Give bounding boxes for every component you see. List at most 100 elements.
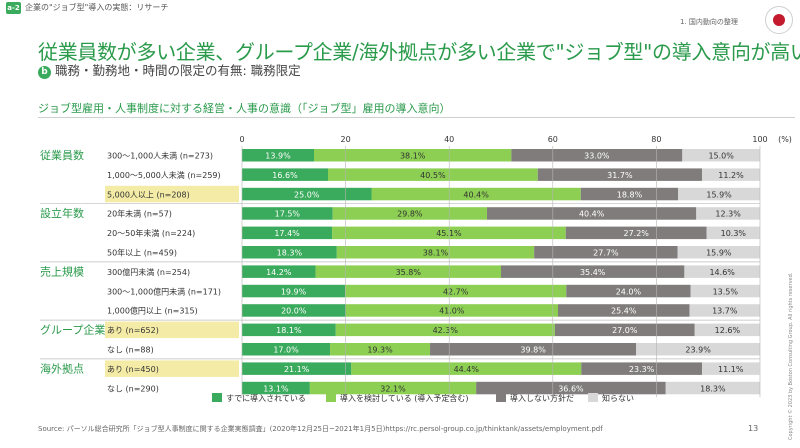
- row-label: 20年未満 (n=57): [107, 209, 172, 219]
- bar-segment: [242, 381, 310, 395]
- bar-segment: [566, 284, 691, 298]
- bar-segment: [345, 304, 558, 317]
- bar-segment: [706, 226, 760, 240]
- bar-segment: [501, 265, 685, 278]
- bar-segment: [315, 265, 501, 278]
- data-label: 25.0%: [294, 190, 320, 199]
- subtitle-letter-icon: b: [38, 66, 51, 79]
- data-label: 27.0%: [612, 326, 638, 335]
- x-tick-label: 20: [341, 135, 351, 144]
- data-label: 20.0%: [281, 307, 307, 316]
- page-title: 従業員数が多い企業、グループ企業/海外拠点が多い企業で"ジョブ型"の導入意向が高…: [38, 40, 800, 64]
- legend-swatch: [326, 393, 336, 402]
- data-label: 40.4%: [579, 210, 605, 219]
- bar-segment: [682, 149, 760, 162]
- data-label: 33.0%: [584, 152, 610, 161]
- data-label: 44.4%: [454, 365, 480, 374]
- data-label: 10.3%: [721, 229, 747, 238]
- data-label: 29.8%: [397, 210, 423, 219]
- legend-swatch: [212, 393, 222, 402]
- subtitle: b 職務・勤務地・時間の限定の有無: 職務限定: [38, 60, 301, 79]
- bar-segment: [554, 323, 695, 337]
- legend-swatch: [496, 393, 506, 402]
- legend-label: 導入を検討している (導入予定含む): [340, 393, 469, 403]
- bar-segment: [336, 246, 535, 259]
- data-label: 32.1%: [380, 384, 406, 393]
- x-tick-label: 0: [239, 135, 244, 144]
- bar-segment: [684, 265, 760, 278]
- bar-segment: [701, 362, 760, 375]
- x-tick-label: 40: [444, 135, 454, 144]
- data-label: 13.9%: [265, 152, 291, 161]
- bar-segment: [242, 304, 346, 317]
- bar-segment: [701, 168, 760, 181]
- data-label: 17.0%: [273, 346, 299, 355]
- data-label: 35.8%: [396, 268, 422, 277]
- data-label: 12.6%: [715, 326, 741, 335]
- breadcrumb: 企業の"ジョブ型"導入の実態：リサーチ: [25, 3, 169, 12]
- bar-segment: [242, 246, 337, 259]
- data-label: 25.4%: [611, 307, 637, 316]
- copyright-text: Copyright © 2023 by Boston Consulting Gr…: [788, 272, 794, 440]
- group-label: 海外拠点: [40, 361, 84, 375]
- row-label: 20～50年未満 (n=224): [107, 228, 195, 238]
- legend-label: 導入しない方針だ: [510, 393, 574, 403]
- bar-segment: [580, 187, 679, 201]
- chart-title: ジョブ型雇用・人事制度に対する経営・人事の意識（「ジョブ型」雇用の導入意向）: [38, 102, 451, 115]
- row-highlight: [105, 185, 239, 203]
- bar-segment: [636, 343, 760, 356]
- group-label: 従業員数: [40, 149, 84, 162]
- data-label: 19.3%: [367, 346, 393, 355]
- data-label: 27.2%: [623, 229, 649, 238]
- row-label: 1,000～5,000人未満 (n=259): [107, 170, 221, 180]
- japan-flag-icon: [765, 6, 793, 34]
- data-label: 42.7%: [443, 287, 469, 296]
- bar-segment: [487, 207, 697, 220]
- row-label: 300億円未満 (n=254): [107, 267, 190, 277]
- bar-segment: [309, 381, 477, 395]
- bar-segment: [537, 168, 702, 181]
- page-number: 13: [748, 424, 759, 433]
- row-label: なし (n=88): [107, 346, 154, 355]
- row-highlight: [105, 360, 239, 377]
- data-label: 23.9%: [685, 346, 711, 355]
- data-label: 16.6%: [272, 171, 298, 180]
- x-tick-label: 100: [752, 135, 767, 144]
- bar-segment: [242, 323, 336, 337]
- subtitle-text: 職務・勤務地・時間の限定の有無: 職務限定: [55, 63, 301, 78]
- row-label: あり (n=450): [107, 365, 159, 374]
- data-label: 18.8%: [617, 190, 643, 199]
- bar-segment: [511, 149, 683, 162]
- bar-segment: [345, 284, 567, 298]
- bar-segment: [371, 187, 581, 201]
- bar-segment: [242, 226, 333, 240]
- data-label: 18.3%: [700, 384, 726, 393]
- bar-segment: [242, 343, 331, 356]
- row-label: なし (n=290): [107, 384, 159, 393]
- bar-segment: [242, 149, 315, 162]
- bar-segment: [314, 149, 512, 162]
- bar-segment: [332, 207, 488, 220]
- data-label: 41.0%: [439, 307, 465, 316]
- section-label: 1. 国内動向の整理: [680, 18, 738, 26]
- legend-label: すでに導入されている: [226, 393, 306, 403]
- chart-title-divider: [38, 117, 795, 118]
- bar-segment: [430, 343, 637, 356]
- data-label: 15.9%: [706, 249, 732, 258]
- data-label: 18.3%: [277, 249, 303, 258]
- bar-segment: [242, 207, 333, 220]
- bar-segment: [565, 226, 707, 240]
- x-tick-label: 60: [548, 135, 558, 144]
- bar-segment: [476, 381, 666, 395]
- bar-segment: [327, 168, 538, 181]
- data-label: 31.7%: [607, 171, 633, 180]
- bar-segment: [581, 362, 702, 375]
- bar-segment: [242, 362, 352, 375]
- bar-segment: [242, 187, 372, 201]
- bar-segment: [242, 265, 316, 278]
- data-label: 24.0%: [616, 287, 642, 296]
- data-label: 27.7%: [593, 249, 619, 258]
- data-label: 15.9%: [706, 190, 732, 199]
- data-label: 12.3%: [715, 210, 741, 219]
